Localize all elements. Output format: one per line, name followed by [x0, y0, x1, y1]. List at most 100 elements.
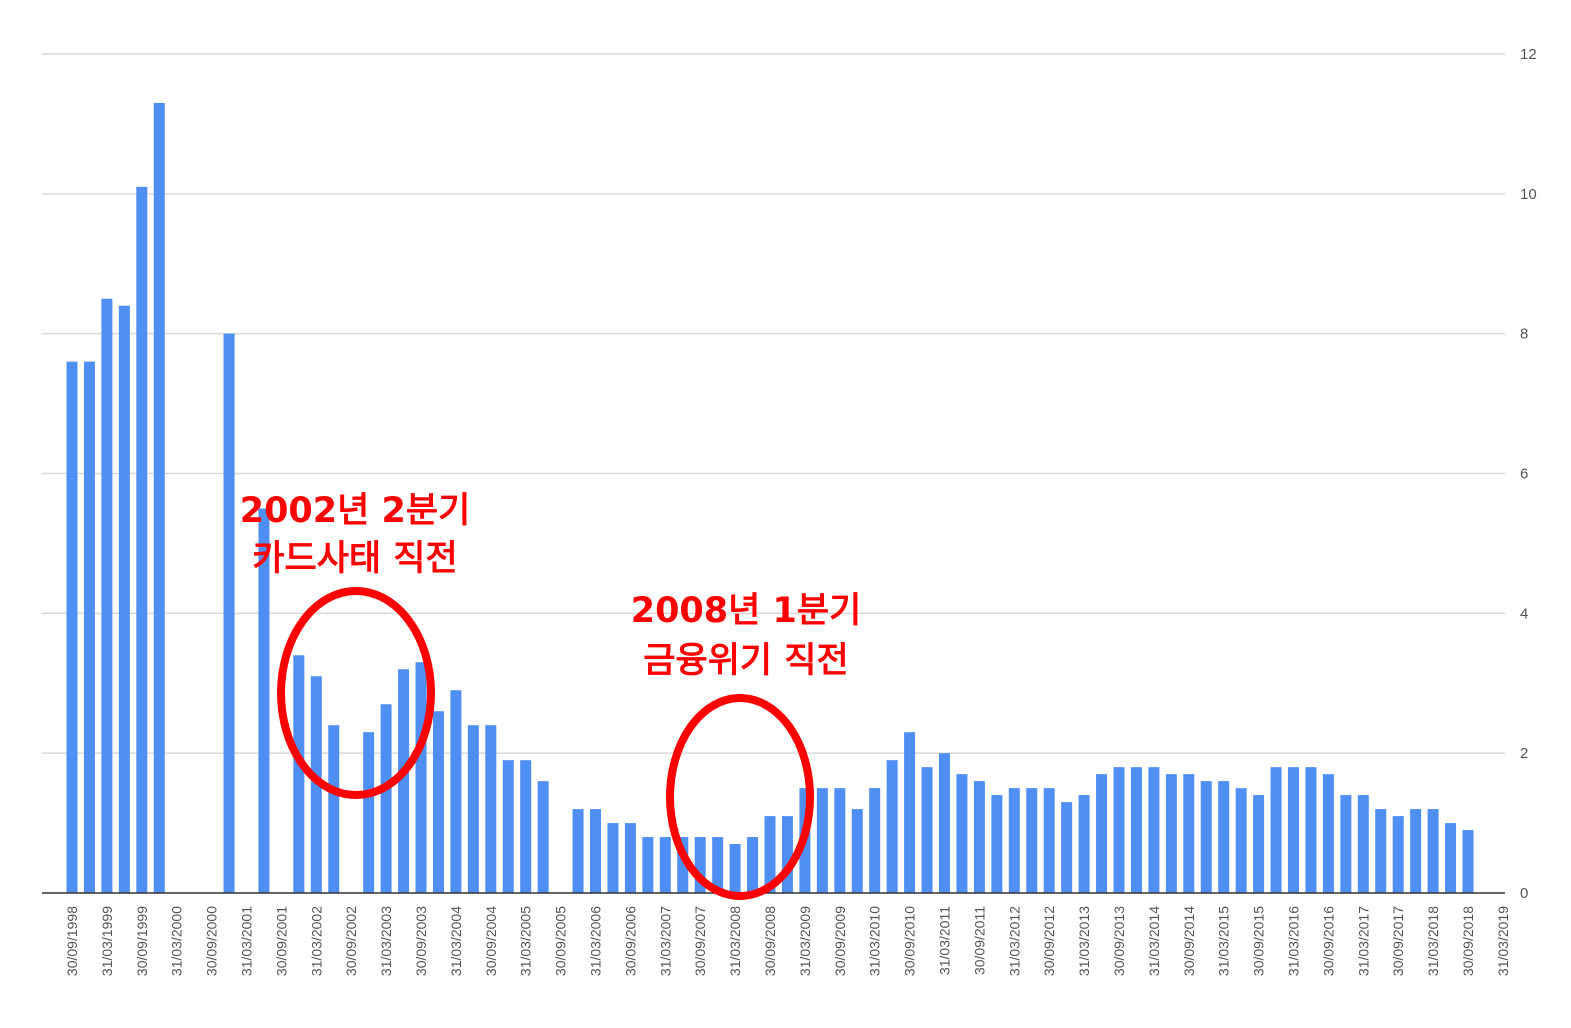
bar — [1130, 767, 1142, 893]
x-tick-label: 30/09/2018 — [1460, 906, 1476, 976]
bar — [659, 837, 671, 893]
y-tick-label: 4 — [1520, 605, 1528, 622]
annotation-2002: 2002년 2분기 카드사태 직전 — [240, 491, 471, 799]
x-tick-label: 31/03/2005 — [518, 906, 534, 976]
x-tick-label: 30/09/2011 — [971, 906, 987, 975]
bar — [66, 361, 78, 893]
bar — [921, 767, 933, 893]
bar — [467, 725, 479, 893]
bars — [66, 102, 1474, 894]
bar — [1357, 795, 1369, 893]
bar — [747, 837, 759, 893]
bar — [1218, 781, 1230, 893]
bar — [694, 837, 706, 893]
bar — [1462, 830, 1474, 893]
bar — [1427, 809, 1439, 893]
x-tick-label: 30/09/2002 — [343, 906, 359, 976]
x-tick-label: 31/03/1999 — [99, 906, 115, 976]
x-tick-label: 30/09/2000 — [204, 906, 220, 976]
bar — [1392, 816, 1404, 893]
x-tick-label: 30/09/2013 — [1111, 906, 1127, 976]
y-tick-label: 2 — [1520, 745, 1528, 762]
bar — [153, 102, 165, 893]
annotation-2008-line-2: 금융위기 직전 — [643, 641, 848, 681]
bar — [1113, 767, 1125, 893]
bar — [729, 844, 741, 893]
x-tick-label: 31/03/2015 — [1216, 906, 1232, 976]
bar — [764, 816, 776, 893]
annotation-2002-line-1: 2002년 2분기 — [240, 491, 471, 531]
bar — [642, 837, 654, 893]
y-tick-label: 10 — [1520, 186, 1537, 203]
x-tick-label: 31/03/2003 — [378, 906, 394, 976]
bar — [677, 837, 689, 893]
x-tick-label: 31/03/2006 — [588, 906, 604, 976]
x-tick-label: 30/09/2001 — [273, 906, 289, 976]
y-tick-label: 12 — [1520, 46, 1537, 63]
x-tick-label: 31/03/2017 — [1355, 906, 1371, 976]
bar — [1200, 781, 1212, 893]
bar — [485, 725, 497, 893]
bar — [851, 809, 863, 893]
bar — [1375, 809, 1387, 893]
bar — [1061, 802, 1073, 893]
x-tick-label: 31/03/2009 — [797, 906, 813, 976]
bar — [1322, 774, 1334, 893]
bar — [712, 837, 724, 893]
bar — [380, 704, 392, 893]
x-axis-ticks: 30/09/1998 31/03/1999 30/09/1999 31/03/2000… — [64, 906, 1511, 976]
annotation-2008-circle — [666, 694, 814, 900]
bar — [991, 795, 1003, 893]
x-tick-label: 30/09/1999 — [134, 906, 150, 976]
bar — [363, 732, 375, 893]
bar — [432, 711, 444, 893]
bar — [223, 333, 235, 893]
annotation-2002-circle — [277, 587, 435, 799]
x-tick-label: 30/09/2015 — [1251, 906, 1267, 976]
bar — [415, 662, 427, 893]
bar — [83, 361, 95, 893]
x-tick-label: 31/03/2001 — [239, 906, 255, 976]
x-tick-label: 30/09/2005 — [553, 906, 569, 976]
x-tick-label: 31/03/2019 — [1495, 906, 1511, 976]
x-tick-label: 31/03/2004 — [448, 906, 464, 976]
y-tick-label: 6 — [1520, 466, 1528, 483]
bar — [939, 753, 950, 893]
bar — [328, 725, 340, 893]
x-tick-label: 30/09/2004 — [483, 906, 499, 976]
x-tick-label: 30/09/2007 — [692, 906, 708, 976]
bar — [1026, 788, 1038, 894]
bar — [1445, 823, 1457, 893]
x-tick-label: 30/09/2012 — [1041, 906, 1057, 976]
bar — [1043, 788, 1055, 894]
x-tick-label: 30/09/1998 — [64, 906, 80, 976]
annotation-2002-line-2: 카드사태 직전 — [252, 539, 457, 579]
x-tick-label: 30/09/2006 — [622, 906, 638, 976]
bar — [572, 809, 584, 893]
bar — [450, 690, 462, 893]
bar — [101, 298, 113, 894]
x-tick-label: 31/03/2008 — [727, 906, 743, 976]
bar — [118, 305, 130, 893]
bar — [1340, 795, 1352, 893]
bar — [973, 781, 985, 893]
bar — [781, 816, 793, 893]
bar — [1183, 774, 1195, 893]
bar — [904, 732, 916, 893]
bar — [590, 809, 601, 893]
bar — [1235, 788, 1247, 894]
bar — [1253, 795, 1265, 893]
bar — [398, 669, 410, 893]
bar — [537, 781, 549, 893]
bar — [1305, 767, 1317, 893]
x-tick-label: 30/09/2010 — [902, 906, 918, 976]
x-tick-label: 31/03/2002 — [308, 906, 324, 976]
x-tick-label: 30/09/2016 — [1320, 906, 1336, 976]
x-tick-label: 31/03/2016 — [1286, 906, 1302, 976]
bar — [502, 760, 514, 893]
x-tick-label: 31/03/2014 — [1146, 906, 1162, 976]
x-tick-label: 31/03/2011 — [937, 906, 953, 975]
bar — [258, 508, 270, 893]
bar — [816, 788, 828, 894]
y-axis-ticks: 0 2 4 6 8 10 12 — [1520, 46, 1537, 902]
